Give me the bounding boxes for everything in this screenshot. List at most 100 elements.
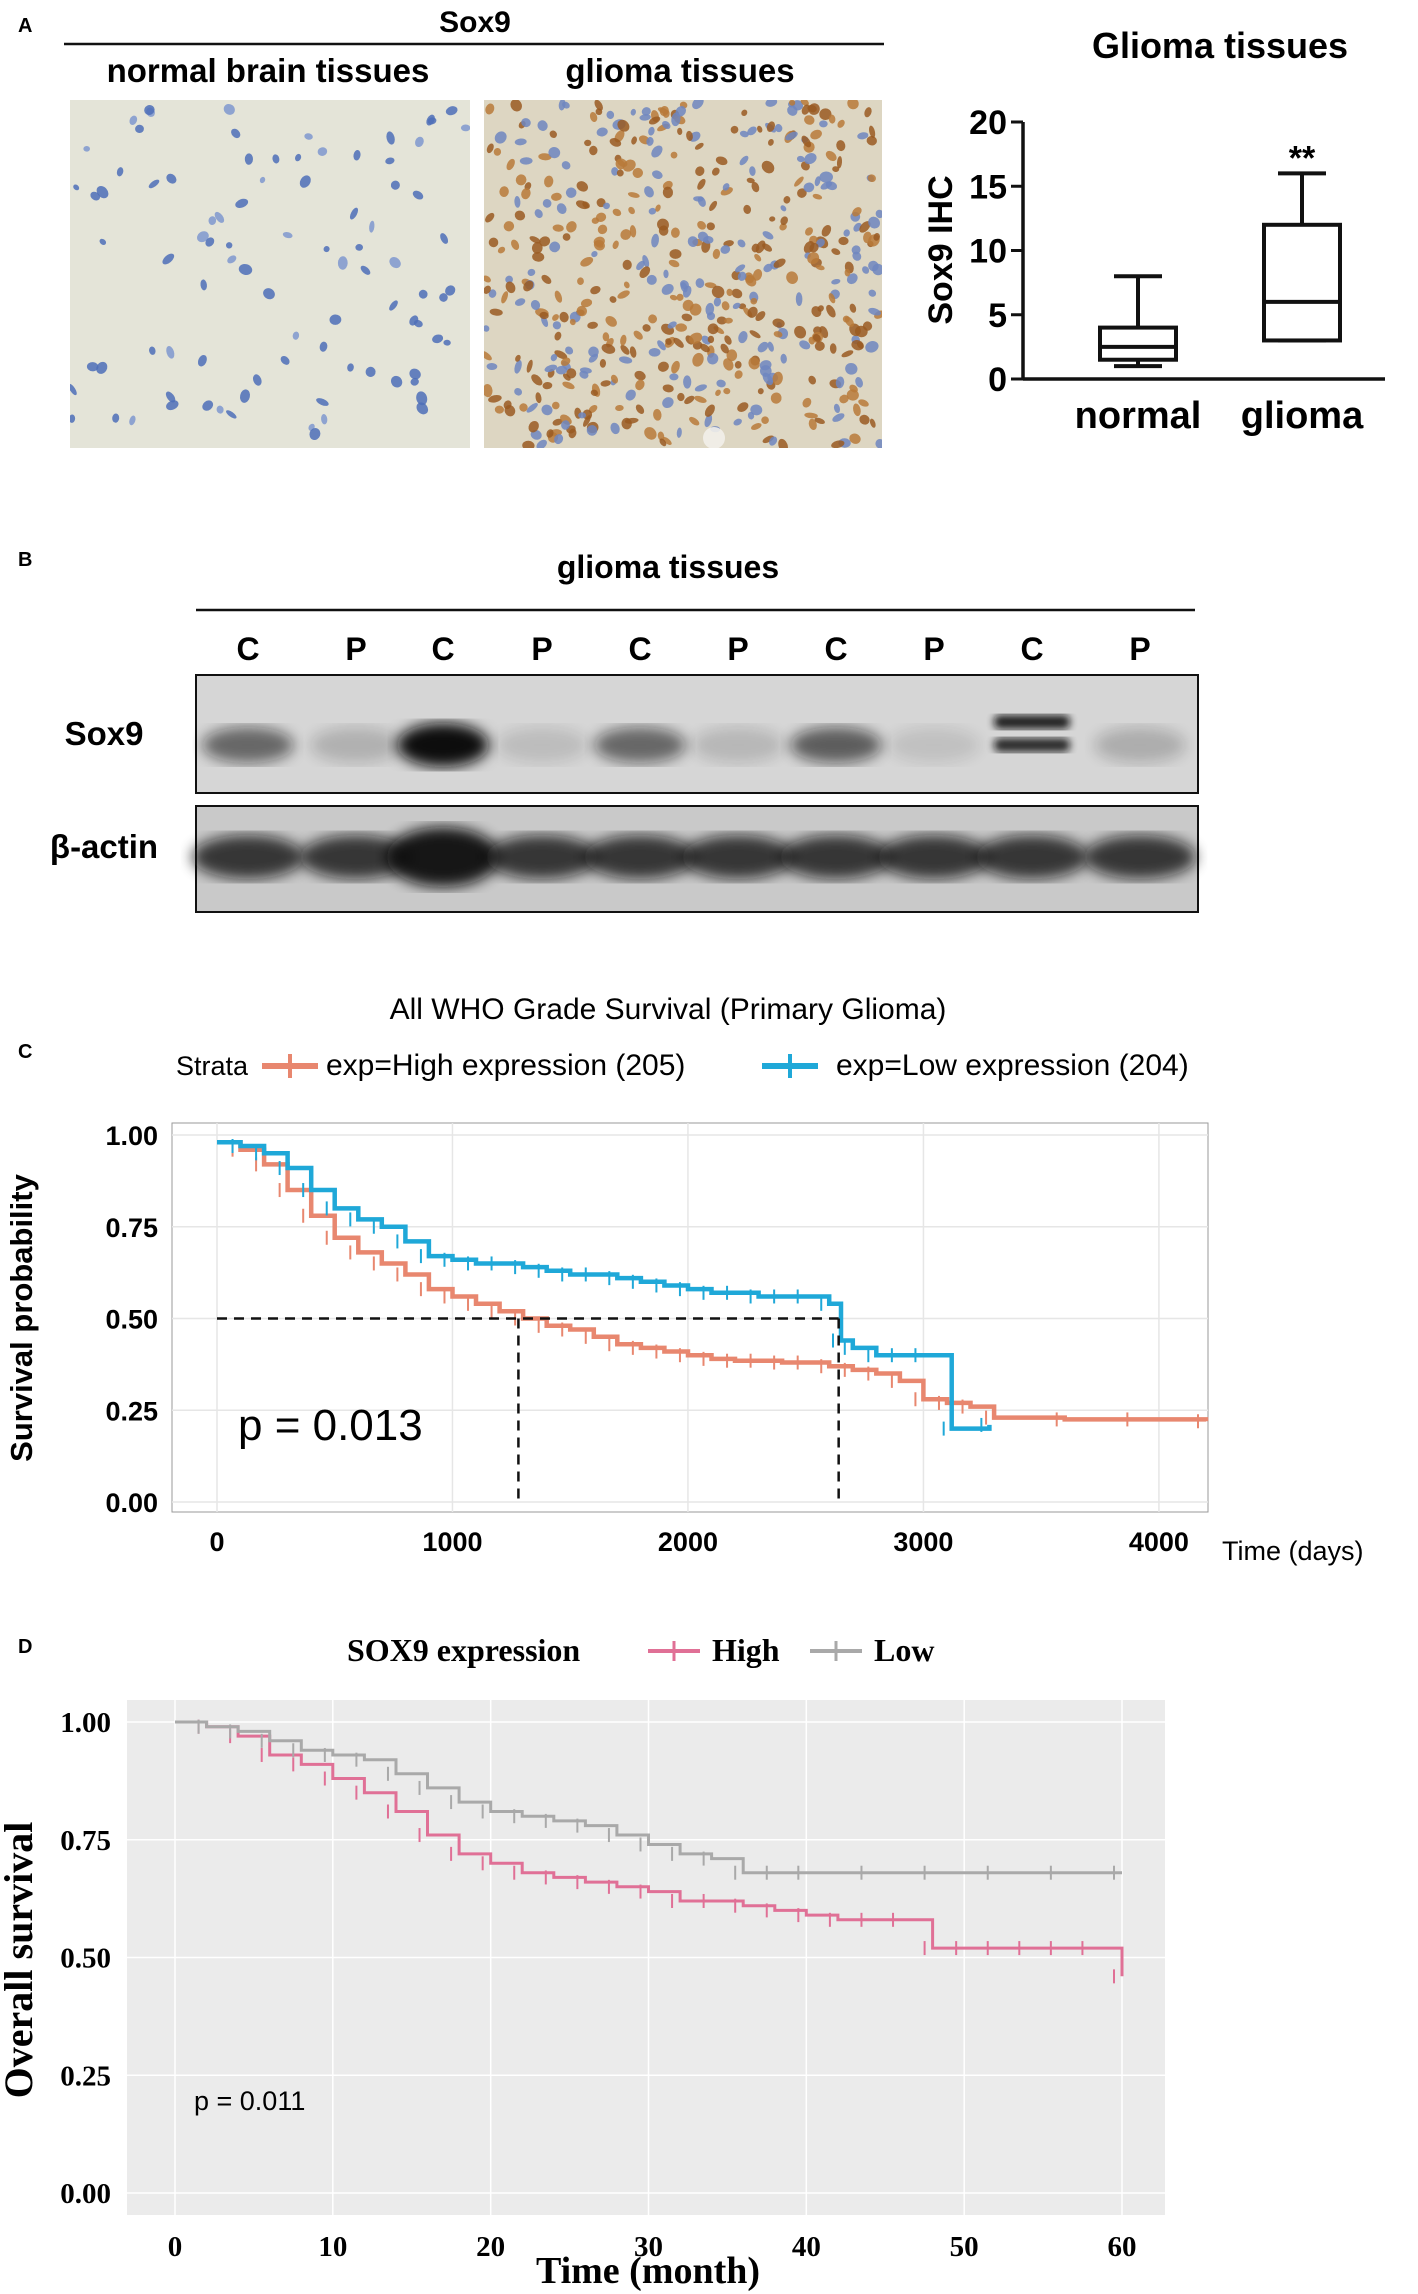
nucleus-cell [737, 402, 749, 412]
nucleus-cell [737, 239, 746, 248]
xtick-label: 20 [476, 2231, 505, 2263]
nucleus-cell [606, 110, 615, 119]
nucleus-cell [662, 437, 672, 445]
nucleus-cell [738, 331, 748, 344]
nucleus-cell [707, 323, 719, 335]
nucleus-cell [652, 170, 663, 179]
nucleus-cell [670, 227, 680, 238]
nucleus-cell [770, 392, 782, 404]
nucleus-cell [536, 439, 547, 448]
nucleus-cell [757, 388, 764, 395]
nucleus-cell [673, 337, 684, 348]
nucleus-cell [847, 100, 859, 110]
nucleus-cell [875, 439, 882, 448]
nucleus-cell [527, 268, 536, 276]
km-chart-c: All WHO Grade Survival (Primary Glioma) S… [4, 993, 1364, 1566]
legend-title: Strata [176, 1051, 249, 1081]
nucleus-cell [629, 225, 637, 238]
nucleus-cell [835, 376, 845, 389]
nucleus-cell [432, 334, 444, 344]
nucleus-cell [661, 283, 674, 295]
blot-band [994, 738, 1070, 752]
nucleus-cell [597, 224, 608, 235]
nucleus-cell [810, 129, 822, 140]
nucleus-cell [762, 372, 774, 386]
nucleus-cell [610, 374, 619, 384]
nucleus-cell [445, 106, 458, 116]
nucleus-cell [794, 176, 804, 187]
blot-row-actin: β-actin [50, 828, 158, 865]
nucleus-cell [612, 208, 622, 217]
nucleus-cell [112, 413, 120, 423]
nucleus-cell [584, 139, 592, 147]
nucleus-cell [741, 109, 748, 116]
nucleus-cell [554, 434, 564, 445]
nucleus-cell [316, 398, 329, 406]
ytick-label: 0.50 [105, 1305, 158, 1335]
nucleus-cell [532, 252, 545, 262]
nucleus-cell [522, 440, 535, 448]
ytick-label: 0.75 [60, 1825, 111, 1857]
nucleus-cell [716, 379, 726, 388]
nucleus-cell [836, 140, 846, 152]
nucleus-cell [565, 187, 577, 198]
ihc-glioma-cells [484, 100, 882, 448]
nucleus-cell [443, 339, 451, 346]
nucleus-cell [862, 321, 873, 331]
nucleus-cell [662, 384, 674, 393]
nucleus-cell [416, 402, 429, 415]
nucleus-cell [697, 178, 706, 190]
nucleus-cell [634, 370, 646, 381]
nucleus-cell [484, 350, 492, 361]
nucleus-cell [796, 155, 805, 163]
nucleus-cell [617, 119, 630, 132]
nucleus-cell [681, 313, 693, 322]
nucleus-cell [713, 297, 722, 307]
nucleus-cell [805, 227, 813, 236]
nucleus-cell [539, 236, 551, 247]
nucleus-cell [692, 100, 704, 110]
lane-label: P [531, 631, 552, 667]
nucleus-cell [559, 311, 569, 323]
nucleus-cell [73, 184, 80, 191]
lane-label: P [727, 631, 748, 667]
nucleus-cell [489, 308, 503, 316]
nucleus-cell [688, 332, 703, 344]
nucleus-cell [686, 130, 693, 141]
nucleus-cell [723, 240, 734, 247]
lane-label: P [345, 631, 366, 667]
xtick-label: 3000 [893, 1527, 953, 1557]
nucleus-cell [588, 404, 598, 414]
nucleus-cell [484, 275, 491, 283]
nucleus-cell [558, 100, 566, 111]
nucleus-cell [761, 416, 769, 425]
nucleus-cell [636, 260, 645, 271]
nucleus-cell [295, 153, 302, 162]
nucleus-cell [546, 429, 554, 438]
nucleus-cell [515, 174, 527, 186]
nucleus-cell [226, 410, 237, 419]
nucleus-cell [648, 348, 661, 357]
legend-low-label: Low [874, 1632, 934, 1668]
nucleus-cell [858, 399, 869, 407]
nucleus-cell [774, 124, 783, 133]
nucleus-cell [773, 258, 786, 268]
nucleus-cell [819, 171, 833, 183]
nucleus-cell [611, 167, 619, 176]
nucleus-cell [644, 427, 657, 440]
nucleus-cell [778, 438, 788, 448]
nucleus-cell [859, 414, 870, 425]
nucleus-cell [814, 176, 821, 187]
nucleus-cell [526, 359, 533, 373]
nucleus-cell [582, 201, 590, 209]
nucleus-cell [819, 108, 832, 121]
nucleus-cell [662, 397, 674, 409]
nucleus-cell [746, 177, 755, 184]
nucleus-cell [323, 246, 330, 253]
nucleus-cell [635, 379, 645, 391]
nucleus-cell [561, 161, 571, 170]
nucleus-cell [826, 304, 836, 318]
nucleus-cell [510, 100, 522, 112]
xtick-label: 2000 [658, 1527, 718, 1557]
nucleus-cell [550, 354, 558, 362]
